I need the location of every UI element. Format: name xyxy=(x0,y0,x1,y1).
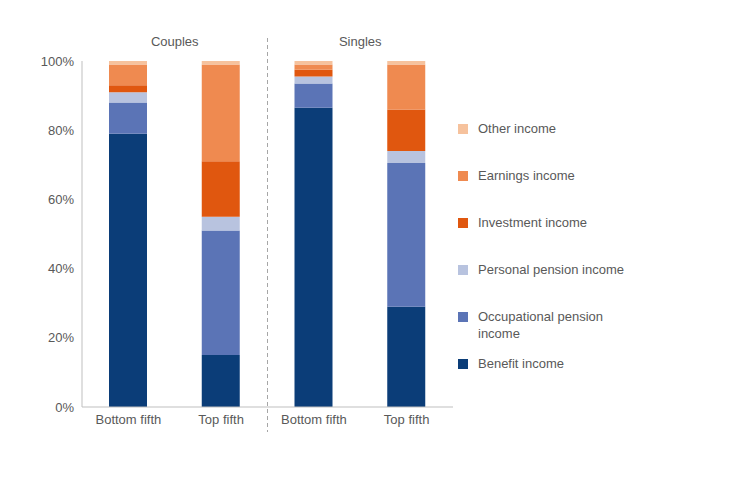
html-text:Other income: Other income xyxy=(478,121,556,136)
html-text:Personal pension income: Personal pension income xyxy=(478,262,624,277)
svg-text:100%: 100% xyxy=(41,54,75,69)
svg-text:Couples: Couples xyxy=(151,34,199,49)
svg-text:60%: 60% xyxy=(48,192,74,207)
svg-text:80%: 80% xyxy=(48,123,74,138)
svg-text:0%: 0% xyxy=(55,400,74,415)
svg-text:40%: 40% xyxy=(48,261,74,276)
svg-text:Bottom fifth: Bottom fifth xyxy=(281,412,347,427)
svg-text:Bottom fifth: Bottom fifth xyxy=(96,412,162,427)
svg-text:Top fifth: Top fifth xyxy=(384,412,430,427)
svg-text:Singles: Singles xyxy=(339,34,382,49)
html-text:Benefit income: Benefit income xyxy=(478,356,564,371)
svg-text:20%: 20% xyxy=(48,330,74,345)
svg-text:Top fifth: Top fifth xyxy=(198,412,244,427)
html-text:Earnings income: Earnings income xyxy=(478,168,575,183)
html-text:Investment income: Investment income xyxy=(478,215,588,230)
html-text:Occupational pension income: Occupational pension income xyxy=(478,309,603,341)
